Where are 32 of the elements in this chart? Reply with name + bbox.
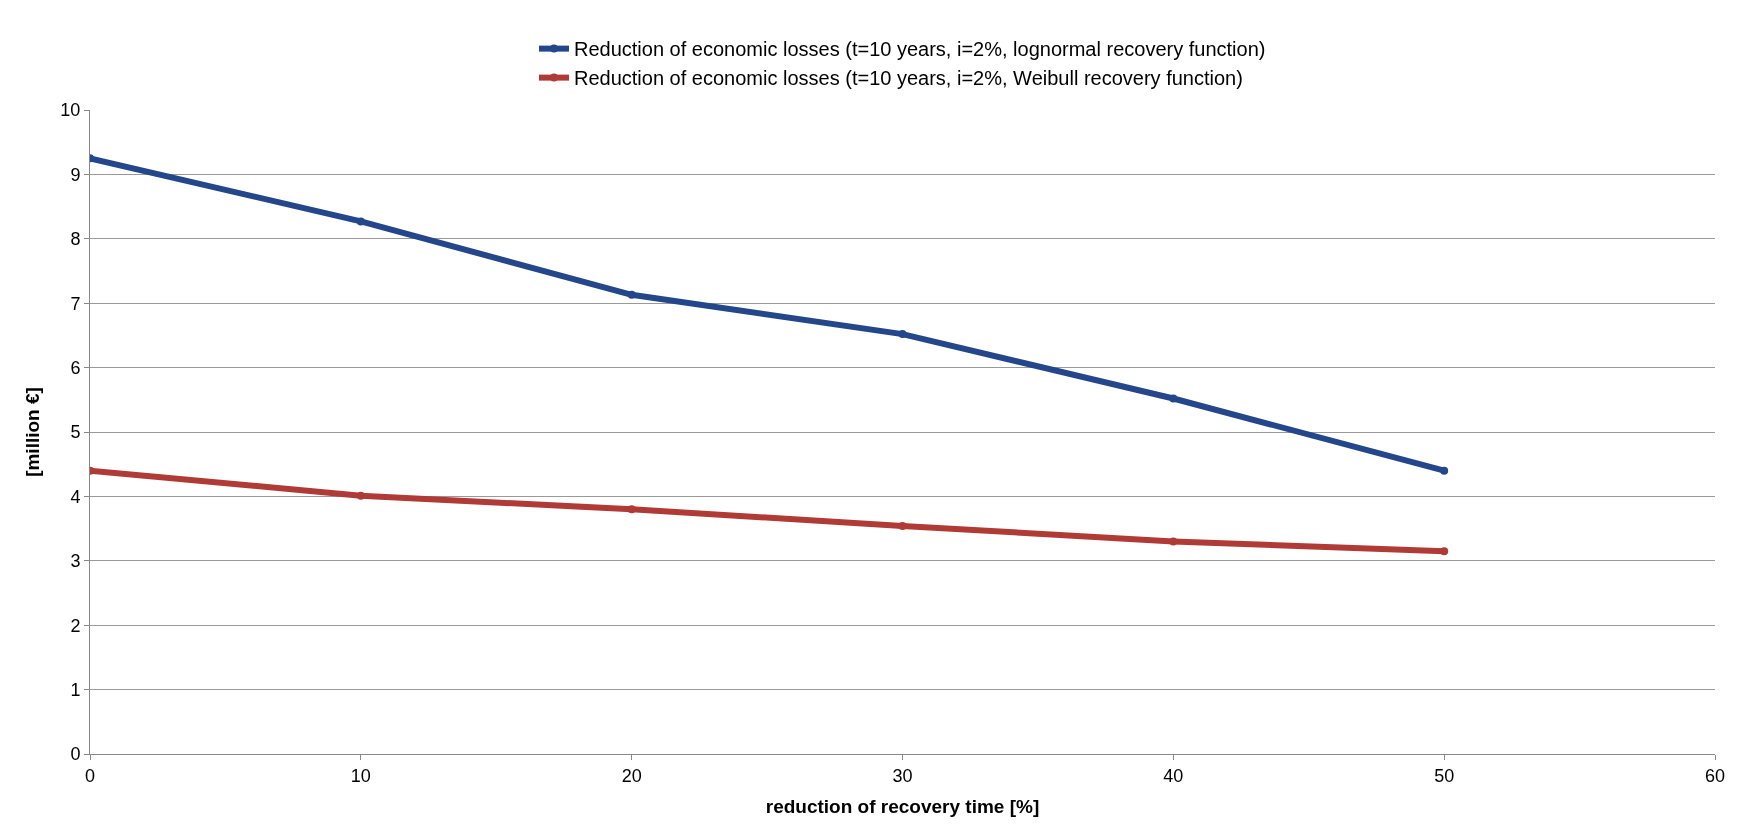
- point: [1440, 466, 1449, 475]
- y-tick-label: 1: [70, 679, 81, 700]
- y-axis-title: [million €]: [22, 387, 44, 477]
- y-tick-label: 7: [70, 293, 81, 314]
- y-tick-label: 2: [70, 615, 81, 636]
- x-tick-label: 50: [1434, 765, 1455, 786]
- y-tick-label: 4: [70, 486, 81, 507]
- point: [356, 217, 365, 226]
- y-tick-label: 8: [70, 229, 81, 250]
- point: [1169, 537, 1178, 546]
- point: [898, 522, 907, 531]
- x-tick-label: 60: [1704, 765, 1726, 786]
- x-tick-label: 30: [892, 765, 913, 786]
- x-tick-label: 10: [350, 765, 371, 786]
- y-tick-label: 9: [70, 164, 81, 185]
- point: [356, 491, 365, 500]
- y-tick-label: 3: [70, 551, 81, 572]
- point: [898, 330, 907, 339]
- legend-label: Reduction of economic losses (t=10 years, i=2%, lognormal recovery function): [574, 38, 1266, 61]
- x-tick-label: 40: [1163, 765, 1184, 786]
- point: [627, 505, 636, 514]
- y-tick-label: 5: [70, 422, 81, 443]
- y-tick-label: 0: [70, 744, 81, 765]
- point: [1440, 547, 1449, 556]
- point: [627, 290, 636, 299]
- x-axis-title: reduction of recovery time [%]: [765, 796, 1040, 818]
- legend-label: Reduction of economic losses (t=10 years, i=2%, Weibull recovery function): [574, 67, 1243, 90]
- x-tick-label: 0: [84, 765, 96, 786]
- x-tick-label: 20: [621, 765, 642, 786]
- point: [1169, 394, 1178, 403]
- y-tick-label: 6: [70, 357, 81, 378]
- y-tick-label: 10: [60, 100, 81, 121]
